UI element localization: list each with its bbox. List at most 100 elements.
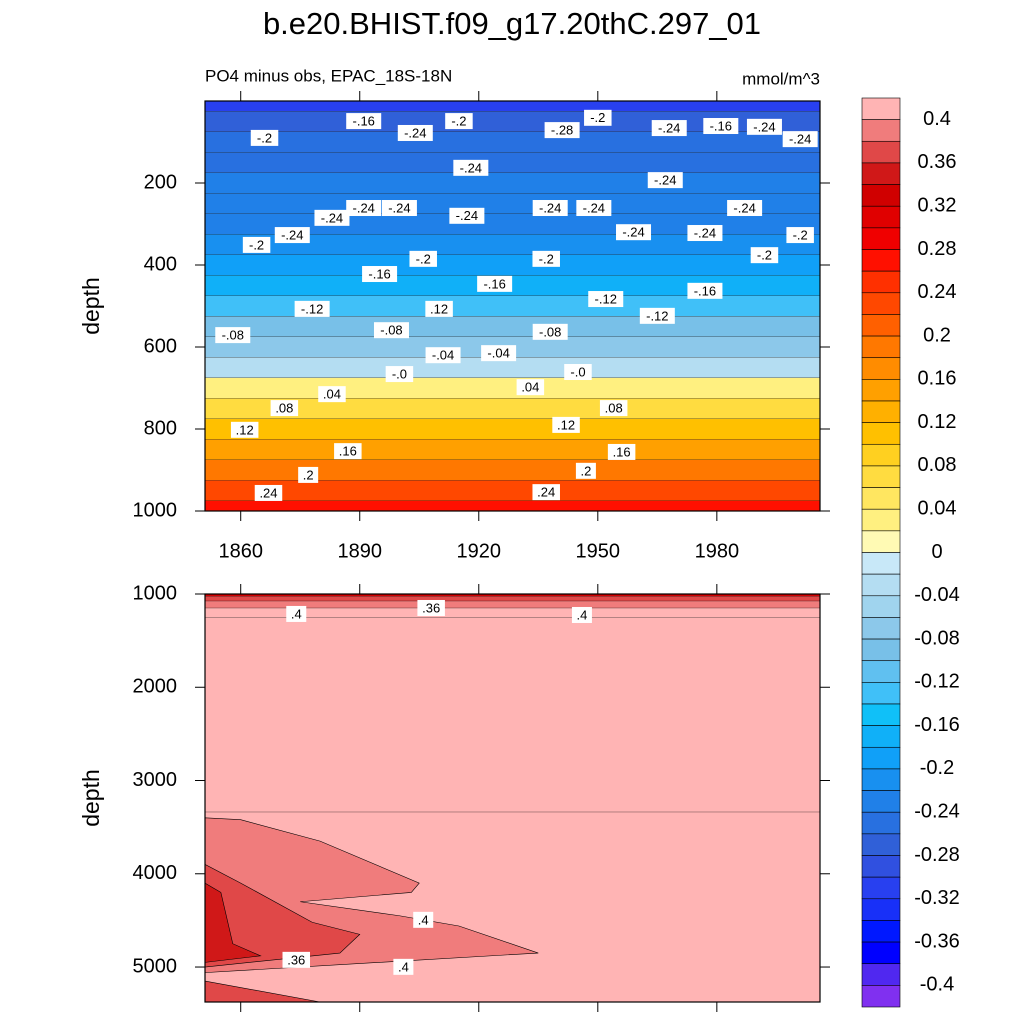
y-tick-label: 3000 — [133, 769, 178, 791]
contour-label-box — [532, 200, 568, 217]
contour-label-box — [750, 247, 779, 264]
contour-label-box — [286, 605, 307, 622]
contour-label-box — [703, 118, 739, 135]
contour-label: -.24 — [583, 200, 605, 215]
contour-label-box — [425, 347, 461, 364]
colorbar-box — [861, 162, 901, 185]
contour-band — [205, 439, 820, 460]
contour-label: -.2 — [451, 114, 466, 129]
colorbar-label: 0.2 — [923, 324, 951, 346]
contour-label-box — [575, 462, 596, 479]
colorbar-label: -0.12 — [914, 671, 960, 693]
contour-label-box — [746, 118, 782, 135]
contour-band — [205, 600, 820, 608]
colorbar-box — [861, 357, 901, 380]
contour-label-box — [651, 120, 687, 137]
contour-label-box — [647, 172, 683, 189]
contour-label-box — [346, 113, 382, 130]
contour-label: -.08 — [539, 324, 561, 339]
contour-label: -.24 — [733, 200, 755, 215]
contour-label: -.24 — [694, 225, 716, 240]
contour-label-box — [687, 282, 723, 299]
contour-label-box — [516, 379, 545, 396]
contour-label: -.16 — [694, 283, 716, 298]
y-tick-label: 2000 — [133, 676, 178, 698]
colorbar-label: 0.4 — [923, 108, 951, 130]
contour-label-box — [607, 443, 636, 460]
contour-band — [205, 596, 820, 601]
contour-label: -.24 — [654, 173, 676, 188]
contour-label: .24 — [259, 485, 277, 500]
contour-label: -.24 — [658, 120, 680, 135]
contour-label-box — [270, 400, 299, 417]
y-axis-label: depth — [78, 277, 104, 335]
colorbar-box — [861, 985, 901, 1008]
colorbar-label: -0.28 — [914, 844, 960, 866]
contour-region — [205, 864, 361, 968]
contour-label: -.16 — [353, 114, 375, 129]
contour-label: .04 — [521, 380, 539, 395]
colorbar-label: -0.16 — [914, 714, 960, 736]
colorbar-label: 0.12 — [918, 411, 957, 433]
colorbar-box — [861, 833, 901, 856]
colorbar-box — [861, 97, 901, 120]
colorbar-box — [861, 335, 901, 359]
contour-label: .36 — [422, 600, 440, 615]
contour-label: -.16 — [483, 276, 505, 291]
contour-label: -.08 — [380, 323, 402, 338]
colorbar-box — [861, 119, 901, 142]
contour-band — [205, 617, 820, 812]
colorbar-box — [861, 790, 901, 813]
contour-label: -.0 — [570, 364, 585, 379]
colorbar-box — [861, 768, 901, 791]
contour-label-box — [215, 327, 251, 344]
contour-label: -.24 — [539, 200, 561, 215]
contour-label: .12 — [430, 301, 448, 316]
colorbar-box — [861, 487, 901, 510]
colorbar-box — [861, 725, 901, 748]
colorbar-box — [861, 855, 901, 878]
y-tick-label: 400 — [144, 253, 177, 275]
colorbar-label: 0.36 — [918, 151, 957, 173]
contour-label-box — [298, 466, 319, 483]
contour-label: .24 — [537, 485, 555, 500]
contour-band — [205, 131, 820, 153]
contour-label-box — [616, 224, 652, 241]
contour-label-box — [373, 322, 409, 339]
contour-band — [205, 234, 820, 255]
colorbar-box — [861, 400, 901, 423]
contour-label-box — [687, 225, 723, 242]
contour-label-box — [413, 911, 434, 928]
contour-label-box — [576, 200, 612, 217]
plot-area: -.2 -.16 -.24 -.2 -.28 -.2 -.24 -.16 -.24 -.24 -.2… — [205, 101, 820, 511]
contour-label: -.16 — [368, 266, 390, 281]
colorbar-label: -0.32 — [914, 887, 960, 909]
x-tick-label: 1980 — [695, 540, 740, 562]
x-tick-label: 1950 — [576, 540, 621, 562]
contour-label: .04 — [323, 387, 341, 402]
contour-band — [205, 152, 820, 173]
colorbar-box — [861, 573, 901, 597]
colorbar-box — [861, 184, 901, 207]
colorbar-label: 0 — [931, 541, 942, 563]
contour-region — [205, 882, 262, 963]
colorbar-label: -0.4 — [920, 974, 954, 996]
colorbar-label: -0.24 — [914, 800, 960, 822]
colorbar-label: -0.2 — [920, 757, 954, 779]
colorbar-label: 0.32 — [918, 194, 957, 216]
contour-label: -.12 — [646, 308, 668, 323]
colorbar-box — [861, 941, 901, 965]
y-tick-label: 4000 — [133, 862, 178, 884]
contour-label: .4 — [291, 606, 302, 621]
contour-label-box — [727, 200, 763, 217]
contour-label: .12 — [557, 417, 575, 432]
contour-label: -.24 — [404, 125, 426, 140]
contour-band — [205, 213, 820, 235]
x-tick-label: 1860 — [218, 540, 263, 562]
contour-label-box — [552, 416, 580, 433]
contour-label-box — [250, 129, 279, 146]
contour-label-box — [588, 291, 624, 308]
contour-label-box — [477, 275, 513, 292]
contour-label: -.2 — [416, 251, 431, 266]
colorbar-box — [861, 205, 901, 229]
